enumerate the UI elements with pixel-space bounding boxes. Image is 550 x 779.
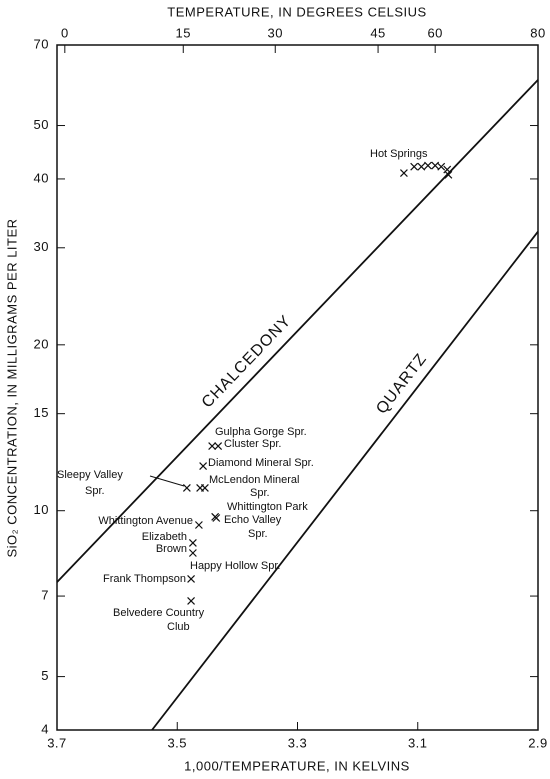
x-tick-label: 2.9 bbox=[528, 735, 548, 750]
top-tick-label: 0 bbox=[61, 25, 69, 40]
point-stroke bbox=[431, 161, 440, 170]
point bbox=[417, 162, 426, 171]
point-stroke bbox=[182, 483, 191, 492]
y-tick-label: 15 bbox=[34, 405, 49, 420]
y-tick-label: 7 bbox=[41, 588, 49, 603]
top-tick-label: 60 bbox=[427, 25, 442, 40]
y-tick-label: 40 bbox=[34, 170, 49, 185]
x-tick-label: 3.3 bbox=[288, 735, 308, 750]
point-label: Spr. bbox=[85, 485, 105, 497]
point bbox=[188, 549, 197, 557]
top-tick-label: 45 bbox=[370, 25, 385, 40]
point bbox=[431, 161, 440, 170]
y-tick-label: 20 bbox=[34, 336, 49, 351]
point-label: Belvedere Country bbox=[113, 607, 205, 619]
top-axis-title: TEMPERATURE, IN DEGREES CELSIUS bbox=[167, 4, 426, 19]
point-stroke bbox=[187, 596, 196, 605]
point bbox=[188, 539, 197, 547]
point bbox=[410, 162, 419, 171]
point bbox=[187, 596, 196, 605]
point-label: Spr. bbox=[248, 528, 268, 540]
point-stroke bbox=[399, 169, 408, 177]
x-tick-label: 3.1 bbox=[408, 735, 428, 750]
point bbox=[187, 574, 196, 583]
point-label: Elizabeth bbox=[142, 531, 187, 543]
y-tick-label: 5 bbox=[41, 668, 49, 683]
point-label: Diamond Mineral Spr. bbox=[208, 457, 314, 469]
point-label: Cluster Spr. bbox=[224, 438, 281, 450]
y-tick-label: 70 bbox=[34, 36, 49, 51]
point-label: Whittington Park bbox=[227, 501, 308, 513]
equilibrium-line bbox=[56, 79, 539, 583]
point-label: Club bbox=[167, 621, 190, 633]
point-label: Whittington Avenue bbox=[98, 515, 193, 527]
point bbox=[199, 462, 208, 471]
point-stroke bbox=[187, 574, 196, 583]
y-tick-label: 50 bbox=[34, 117, 49, 132]
point-label: Happy Hollow Spr. bbox=[190, 560, 281, 572]
point-stroke bbox=[410, 162, 419, 171]
y-tick-label: 10 bbox=[34, 502, 49, 517]
point-stroke bbox=[424, 161, 432, 170]
point-label: Brown bbox=[156, 543, 187, 555]
point-label: Echo Valley bbox=[224, 514, 282, 526]
point-label: Gulpha Gorge Spr. bbox=[215, 426, 307, 438]
y-axis-title: SiO₂ CONCENTRATION, IN MILLIGRAMS PER LI… bbox=[4, 218, 19, 557]
point-stroke bbox=[212, 514, 221, 522]
top-tick-label: 80 bbox=[530, 25, 545, 40]
point-label: Hot Springs bbox=[370, 148, 428, 160]
point bbox=[214, 442, 223, 451]
point-stroke bbox=[200, 483, 209, 492]
point-stroke bbox=[199, 462, 208, 471]
point-label: Frank Thompson bbox=[103, 573, 186, 585]
point-label: Spr. bbox=[250, 487, 270, 499]
point-stroke bbox=[188, 549, 197, 557]
point-label: Sleepy Valley bbox=[57, 469, 123, 481]
line-label: CHALCEDONY bbox=[199, 312, 295, 411]
plot-frame bbox=[56, 44, 539, 731]
point-stroke bbox=[437, 162, 446, 171]
x-tick-label: 3.7 bbox=[47, 735, 67, 750]
x-axis-title: 1,000/TEMPERATURE, IN KELVINS bbox=[184, 758, 410, 773]
point-stroke bbox=[194, 521, 203, 529]
point-label: McLendon Mineral bbox=[209, 474, 300, 486]
point-stroke bbox=[208, 442, 217, 451]
leader-line bbox=[149, 475, 185, 487]
equilibrium-line bbox=[151, 231, 539, 731]
point bbox=[194, 521, 203, 529]
top-tick-label: 15 bbox=[176, 25, 191, 40]
point bbox=[424, 161, 432, 170]
point bbox=[399, 169, 408, 177]
point-stroke bbox=[214, 442, 223, 451]
top-tick-label: 30 bbox=[268, 25, 283, 40]
y-tick-label: 30 bbox=[34, 239, 49, 254]
point bbox=[444, 170, 453, 179]
point bbox=[437, 162, 446, 171]
point-stroke bbox=[188, 539, 197, 547]
x-tick-label: 3.5 bbox=[167, 735, 187, 750]
point bbox=[208, 442, 217, 451]
point bbox=[212, 514, 221, 522]
point-stroke bbox=[444, 170, 453, 179]
point-stroke bbox=[417, 162, 426, 171]
point bbox=[200, 483, 209, 492]
y-tick-label: 4 bbox=[41, 721, 49, 736]
point bbox=[182, 483, 191, 492]
